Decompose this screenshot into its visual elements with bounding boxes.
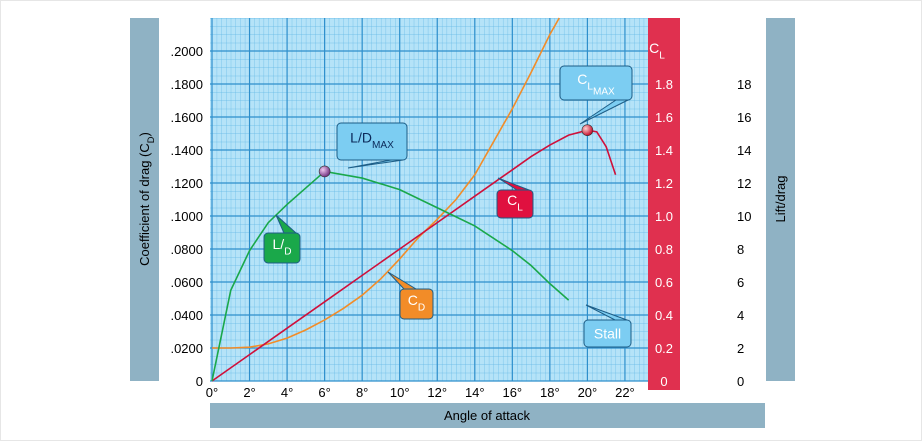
y3-tick-label: 0.6 [655, 275, 673, 290]
x-tick-label: 14° [465, 385, 485, 400]
y-tick-label: .1200 [170, 176, 203, 191]
callout-text-part: C [507, 192, 517, 208]
y-axis-label-part: D [146, 136, 156, 143]
y-axis-label: Coefficient of drag (CD) [137, 132, 156, 266]
y3-tick-label: 1.6 [655, 110, 673, 125]
x-tick-label: 8° [356, 385, 368, 400]
y3-tick-label: 0 [660, 374, 667, 389]
y2-tick-label: 6 [737, 275, 744, 290]
y-tick-label: .0400 [170, 308, 203, 323]
cl-axis-label-part: C [649, 40, 659, 56]
y3-tick-label: 0.2 [655, 341, 673, 356]
callout-box [559, 65, 633, 101]
cl-axis-bar [648, 18, 680, 390]
cl-axis-label: CL [649, 40, 665, 61]
y3-tick-label: 1.0 [655, 209, 673, 224]
callout-text-part: D [284, 246, 291, 257]
callout-text-part: C [577, 71, 587, 87]
y2-tick-label: 2 [737, 341, 744, 356]
callout-box [399, 288, 434, 320]
x-tick-label: 18° [540, 385, 560, 400]
x-tick-label: 6° [318, 385, 330, 400]
x-tick-label: 20° [578, 385, 598, 400]
callout-text-part: D [418, 302, 425, 313]
y2-label-bar [766, 18, 795, 381]
y2-axis-label: Lift/drag [773, 176, 788, 223]
max-marker [581, 124, 594, 136]
callout-text: CLMAX [577, 71, 615, 98]
y3-tick-label: 0.4 [655, 308, 673, 323]
callout-text: L/D [273, 236, 292, 257]
y-tick-label: .2000 [170, 44, 203, 59]
y-tick-label: .1400 [170, 143, 203, 158]
y-tick-label: .0200 [170, 341, 203, 356]
x-tick-label: 2° [243, 385, 255, 400]
callout-text-part: L/ [273, 236, 285, 252]
x-tick-label: 10° [390, 385, 410, 400]
callout-text: CD [408, 292, 425, 313]
x-axis-label: Angle of attack [444, 408, 530, 423]
y-label-bar [130, 18, 159, 381]
callout-text-part: L [517, 202, 523, 213]
y3-tick-label: 1.4 [655, 143, 673, 158]
y3-tick-label: 0.8 [655, 242, 673, 257]
callout-box [496, 189, 534, 219]
y3-tick-label: 1.8 [655, 77, 673, 92]
callout-text: L/DMAX [350, 130, 394, 151]
y-axis-label-part: ) [137, 132, 152, 136]
y3-tick-label: 1.2 [655, 176, 673, 191]
x-axis-label-part: Angle of attack [444, 408, 530, 423]
max-marker [318, 165, 331, 178]
callout-text: Stall [594, 326, 621, 342]
y2-tick-label: 14 [737, 143, 751, 158]
y-tick-label: .1000 [170, 209, 203, 224]
callout-text-part: L [587, 81, 593, 92]
y-tick-label: .1600 [170, 110, 203, 125]
callout-text: CL [507, 192, 523, 213]
x-tick-label: 12° [427, 385, 447, 400]
callout-box [583, 319, 632, 348]
y2-tick-label: 4 [737, 308, 744, 323]
x-tick-label: 0° [206, 385, 218, 400]
callout-text-part: MAX [372, 140, 394, 151]
series-line [212, 17, 560, 349]
y-tick-label: .0800 [170, 242, 203, 257]
y2-tick-label: 8 [737, 242, 744, 257]
y2-tick-label: 12 [737, 176, 751, 191]
y-tick-label: .1800 [170, 77, 203, 92]
cl-axis-label-part: L [659, 50, 665, 61]
x-tick-label: 4° [281, 385, 293, 400]
y-tick-label: 0 [196, 374, 203, 389]
y2-tick-label: 18 [737, 77, 751, 92]
callout-box [336, 122, 408, 161]
callout-text-part: Stall [594, 326, 621, 342]
callout-text-part: C [408, 292, 418, 308]
callout-text-part: MAX [593, 87, 615, 98]
x-tick-label: 16° [502, 385, 522, 400]
callout-text-part: L/D [350, 130, 372, 146]
y-axis-label-part: Coefficient of drag (C [137, 143, 152, 266]
x-tick-label: 22° [615, 385, 635, 400]
y-tick-label: .0600 [170, 275, 203, 290]
callout-box [263, 232, 301, 264]
y2-tick-label: 0 [737, 374, 744, 389]
x-label-bar [210, 403, 765, 428]
series-line [211, 170, 570, 382]
y2-axis-label-part: Lift/drag [773, 176, 788, 223]
y2-tick-label: 10 [737, 209, 751, 224]
y2-tick-label: 16 [737, 110, 751, 125]
